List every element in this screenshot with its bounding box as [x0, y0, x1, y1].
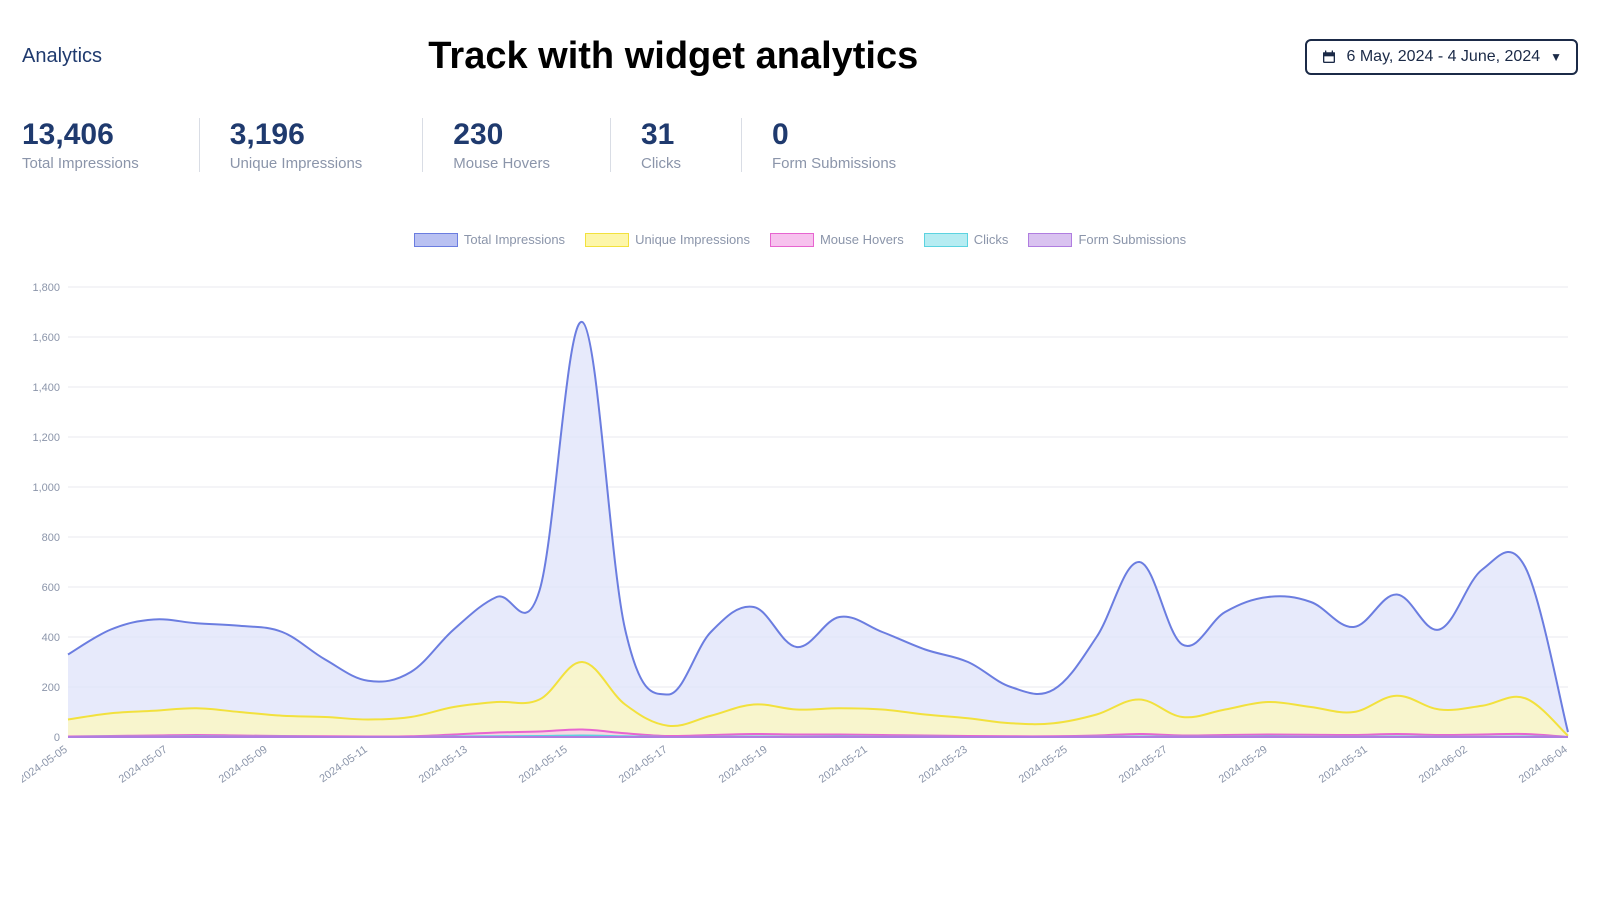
x-axis-tick-label: 2024-05-17	[617, 744, 670, 786]
calendar-icon	[1321, 49, 1337, 65]
x-axis-tick-label: 2024-05-31	[1317, 744, 1370, 786]
metric-card: 13,406 Total Impressions	[22, 118, 169, 172]
metrics-row: 13,406 Total Impressions 3,196 Unique Impre…	[22, 118, 1578, 172]
metric-label: Unique Impressions	[230, 155, 363, 172]
page-title: Track with widget analytics	[42, 35, 1304, 78]
x-axis-tick-label: 2024-05-25	[1017, 744, 1070, 786]
legend-swatch	[414, 233, 458, 247]
legend-label: Unique Impressions	[635, 232, 750, 247]
metric-value: 31	[641, 118, 681, 151]
x-axis-tick-label: 2024-05-15	[517, 744, 570, 786]
metric-card: 0 Form Submissions	[741, 118, 926, 172]
date-range-label: 6 May, 2024 - 4 June, 2024	[1347, 48, 1541, 66]
legend-label: Clicks	[974, 232, 1009, 247]
metric-value: 13,406	[22, 118, 139, 151]
chart-legend: Total Impressions Unique Impressions Mouse…	[22, 232, 1578, 247]
header-row: Analytics Track with widget analytics 6 …	[22, 35, 1578, 78]
chart-container: 0 200 400 600 800 1,000 1,200 1,400 1,600 1,800 20…	[22, 277, 1578, 807]
x-axis-tick-label: 2024-05-07	[117, 744, 170, 786]
x-axis-tick-label: 2024-06-02	[1417, 744, 1470, 786]
chevron-down-icon: ▼	[1550, 50, 1562, 64]
legend-item[interactable]: Clicks	[924, 232, 1009, 247]
x-axis-tick-label: 2024-05-29	[1217, 744, 1270, 786]
x-axis-tick-label: 2024-06-04	[1517, 744, 1570, 786]
date-range-picker[interactable]: 6 May, 2024 - 4 June, 2024 ▼	[1305, 39, 1579, 75]
legend-label: Form Submissions	[1078, 232, 1186, 247]
x-axis-tick-label: 2024-05-13	[417, 744, 470, 786]
metric-card: 3,196 Unique Impressions	[199, 118, 393, 172]
y-axis-tick-label: 1,200	[32, 432, 60, 444]
legend-swatch	[585, 233, 629, 247]
y-axis-tick-label: 800	[42, 532, 60, 544]
y-axis-tick-label: 1,800	[32, 282, 60, 294]
metric-label: Form Submissions	[772, 155, 896, 172]
y-axis-tick-label: 200	[42, 682, 60, 694]
legend-swatch	[770, 233, 814, 247]
y-axis-tick-label: 1,600	[32, 332, 60, 344]
legend-label: Total Impressions	[464, 232, 565, 247]
metric-card: 230 Mouse Hovers	[422, 118, 580, 172]
y-axis-tick-label: 1,400	[32, 382, 60, 394]
x-axis-tick-label: 2024-05-21	[817, 744, 870, 786]
series-area	[68, 322, 1568, 737]
metric-label: Mouse Hovers	[453, 155, 550, 172]
legend-item[interactable]: Total Impressions	[414, 232, 565, 247]
legend-item[interactable]: Unique Impressions	[585, 232, 750, 247]
x-axis-tick-label: 2024-05-09	[217, 744, 270, 786]
x-axis-tick-label: 2024-05-19	[717, 744, 770, 786]
legend-swatch	[924, 233, 968, 247]
x-axis-tick-label: 2024-05-11	[317, 744, 369, 786]
x-axis-tick-label: 2024-05-27	[1117, 744, 1170, 786]
x-axis-tick-label: 2024-05-23	[917, 744, 970, 786]
metric-value: 3,196	[230, 118, 363, 151]
y-axis-tick-label: 1,000	[32, 482, 60, 494]
analytics-chart: 0 200 400 600 800 1,000 1,200 1,400 1,600 1,800 20…	[22, 277, 1578, 807]
y-axis-tick-label: 400	[42, 632, 60, 644]
legend-swatch	[1028, 233, 1072, 247]
y-axis-tick-label: 0	[54, 732, 60, 744]
legend-label: Mouse Hovers	[820, 232, 904, 247]
metric-value: 0	[772, 118, 896, 151]
legend-item[interactable]: Mouse Hovers	[770, 232, 904, 247]
metric-label: Total Impressions	[22, 155, 139, 172]
y-axis-tick-label: 600	[42, 582, 60, 594]
metric-card: 31 Clicks	[610, 118, 711, 172]
x-axis-tick-label: 2024-05-05	[22, 744, 70, 786]
metric-value: 230	[453, 118, 550, 151]
metric-label: Clicks	[641, 155, 681, 172]
legend-item[interactable]: Form Submissions	[1028, 232, 1186, 247]
